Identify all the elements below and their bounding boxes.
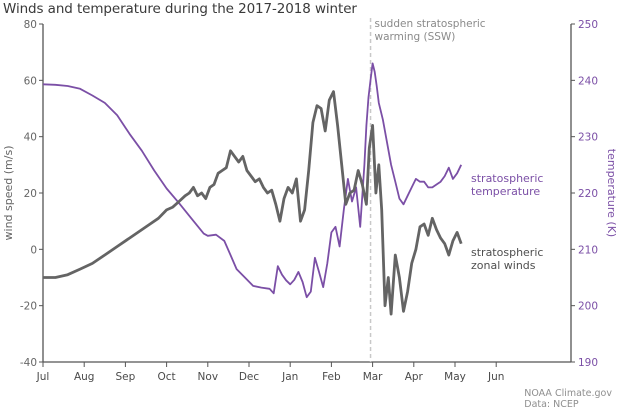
x-axis-tick-label: Dec: [239, 371, 260, 383]
right-axis-label: temperature (K): [605, 149, 618, 237]
x-axis-tick-label: Jul: [36, 371, 50, 383]
right-axis-tick-label: 230: [578, 132, 598, 144]
x-axis-tick-label: Oct: [158, 371, 176, 383]
chart-title: Winds and temperature during the 2017-20…: [3, 1, 357, 17]
left-axis-tick-label: 20: [24, 188, 37, 200]
left-axis-tick-label: 80: [24, 19, 37, 31]
x-axis-tick-label: Mar: [363, 371, 383, 383]
x-axis-tick-label: Jan: [281, 371, 298, 383]
credit-source: NOAA Climate.gov: [524, 388, 612, 399]
ssw-annotation-line1: sudden stratospheric: [375, 18, 486, 30]
left-axis-tick-label: -20: [20, 301, 37, 313]
x-axis-tick-label: Apr: [405, 371, 424, 383]
wind-series-label-line2: zonal winds: [471, 259, 536, 272]
left-axis-tick-label: 60: [24, 75, 37, 87]
left-axis-tick-label: -40: [20, 357, 37, 369]
right-axis-tick-label: 200: [578, 301, 598, 313]
left-axis-tick-label: 40: [24, 132, 37, 144]
temperature-series-label-line1: stratospheric: [471, 172, 543, 185]
credit-data: Data: NCEP: [524, 399, 579, 410]
left-axis-label: wind speed (m/s): [2, 146, 15, 241]
ssw-annotation-line2: warming (SSW): [375, 31, 456, 43]
x-axis-tick-label: Jun: [487, 371, 504, 383]
left-axis-tick-label: 0: [30, 244, 37, 256]
x-axis-tick-label: Feb: [322, 371, 341, 383]
right-axis-tick-label: 220: [578, 188, 598, 200]
x-axis-tick-label: Sep: [116, 371, 136, 383]
wind-series-line: [43, 90, 463, 316]
x-axis-tick-label: Nov: [198, 371, 219, 383]
right-axis-tick-label: 240: [578, 75, 598, 87]
right-axis-tick-label: 190: [578, 357, 598, 369]
wind-series-label-line1: stratospheric: [471, 246, 543, 259]
right-axis-tick-label: 250: [578, 19, 598, 31]
temperature-series-label-line2: temperature: [471, 185, 540, 198]
credits: NOAA Climate.gov Data: NCEP: [524, 388, 612, 410]
temperature-series-line: [42, 62, 463, 299]
x-axis-tick-label: May: [444, 371, 466, 383]
x-axis-tick-label: Aug: [74, 371, 95, 383]
right-axis-tick-label: 210: [578, 244, 598, 256]
